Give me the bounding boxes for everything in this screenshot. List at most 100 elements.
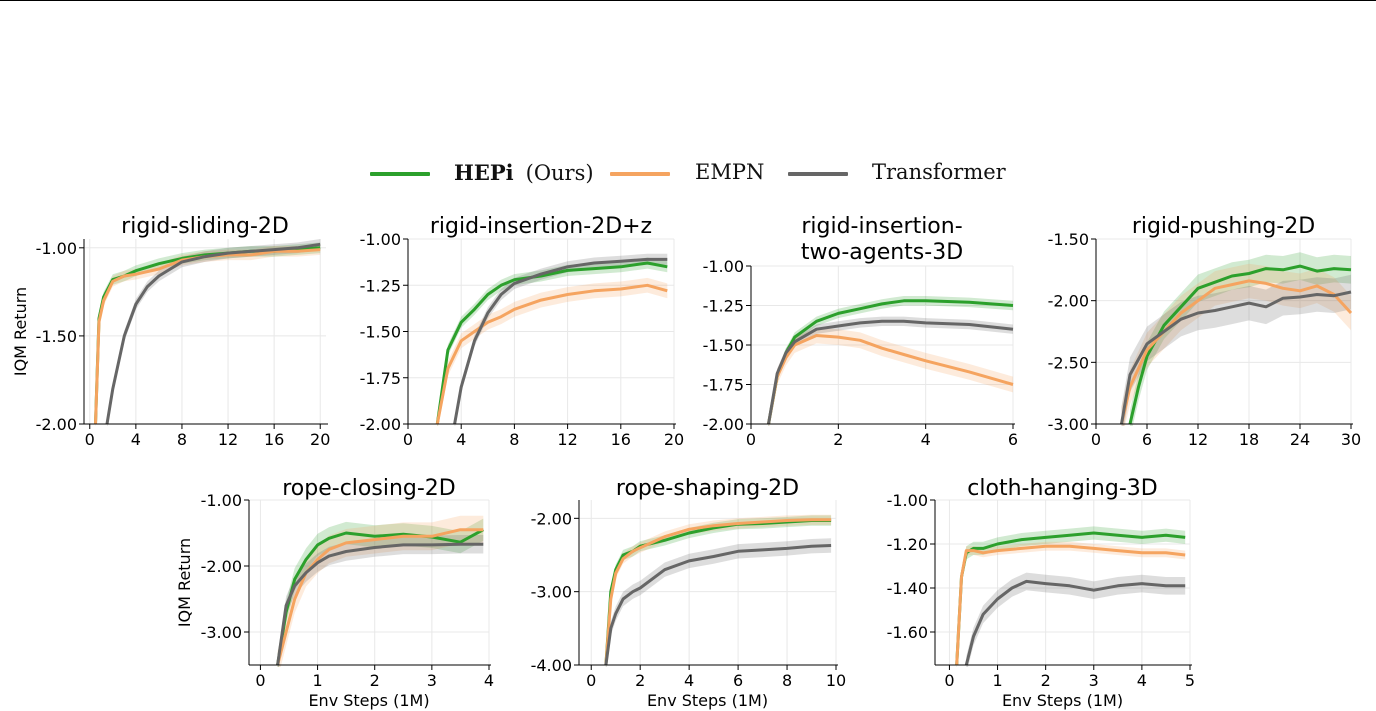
line-transformer [1120, 290, 1352, 425]
band-hepi [956, 526, 1186, 667]
legend: HEPi (Ours) EMPN Transformer [0, 152, 1376, 196]
y-tick-label: -1.25 [703, 297, 744, 316]
y-tick-label: -1.00 [703, 257, 744, 276]
panel-0: 0 4 8 12 16 20 -2.00 -1.50 -1.00 rigid-sliding-2D… [11, 214, 330, 449]
x-tick-label: 4 [484, 671, 494, 690]
y-tick-label: -1.00 [36, 239, 77, 258]
y-tick-label: -1.75 [360, 369, 401, 388]
x-tick-label: 10 [826, 671, 846, 690]
legend-swatch-transformer [788, 172, 848, 176]
panel-2: 0 2 4 6 -2.00 -1.75 -1.50 -1.25 -1.00 rigid-inser… [703, 214, 1019, 449]
x-tick-label: 4 [456, 430, 466, 449]
y-tick-label: -3.00 [201, 623, 242, 642]
line-transformer [453, 257, 668, 425]
x-tick-label: 24 [1290, 430, 1310, 449]
x-tick-label: 8 [509, 430, 519, 449]
band-transformer [1121, 274, 1351, 426]
x-tick-label: 2 [1041, 671, 1051, 690]
x-tick-label: 6 [733, 671, 743, 690]
x-axis-label: Env Steps (1M) [647, 691, 768, 710]
legend-swatch-empn [610, 172, 670, 176]
y-tick-label: -1.20 [887, 535, 928, 554]
band-hepi [768, 296, 1013, 426]
y-tick-label: -4.00 [531, 656, 572, 675]
band-empn [956, 541, 1186, 667]
x-tick-label: 3 [427, 671, 437, 690]
y-tick-label: -1.60 [887, 623, 928, 642]
panel-4: 0 1 2 3 4 -3.00 -2.00 -1.00 rope-closing-2D Env S… [175, 476, 494, 710]
y-tick-label: -1.25 [360, 276, 401, 295]
x-tick-label: 2 [370, 671, 380, 690]
x-tick-label: 0 [1091, 430, 1101, 449]
line-transformer [105, 242, 321, 425]
line-empn [435, 283, 668, 425]
x-tick-label: 12 [218, 430, 238, 449]
legend-label-empn: EMPN [695, 160, 765, 184]
x-tick-label: 20 [310, 430, 330, 449]
x-tick-label: 2 [833, 430, 843, 449]
y-tick-label: -2.00 [36, 415, 77, 434]
y-axis-label: IQM Return [175, 538, 194, 627]
x-axis-label: Env Steps (1M) [308, 691, 429, 710]
line-empn [276, 528, 484, 666]
x-tick-label: 4 [131, 430, 141, 449]
x-tick-label: 0 [586, 671, 596, 690]
series-group [604, 514, 832, 667]
x-tick-label: 1 [312, 671, 322, 690]
y-tick-label: -3.00 [1048, 415, 1089, 434]
y-tick-label: -3.00 [531, 583, 572, 602]
x-tick-label: 4 [684, 671, 694, 690]
x-tick-label: 1 [992, 671, 1002, 690]
series-group [435, 253, 668, 426]
band-hepi [277, 518, 484, 667]
series-group [276, 515, 485, 667]
band-empn [437, 277, 668, 426]
y-tick-label: -1.00 [887, 491, 928, 510]
x-tick-label: 8 [177, 430, 187, 449]
panel-1: 0 4 8 12 16 20 -2.00 -1.75 -1.50 -1.25 -1.00 rigid-… [360, 214, 685, 449]
band-empn [1121, 263, 1351, 426]
legend-label-hepi-suffix: (Ours) [525, 161, 594, 185]
series-group [955, 526, 1186, 667]
band-empn [768, 327, 1013, 426]
panel-title: two-agents-3D [801, 240, 963, 265]
x-tick-label: 0 [746, 430, 756, 449]
line-transformer [276, 542, 484, 666]
x-axis-label: Env Steps (1M) [1002, 691, 1123, 710]
y-tick-label: -1.50 [36, 327, 77, 346]
y-tick-label: -1.00 [360, 230, 401, 249]
x-tick-label: 12 [1188, 430, 1208, 449]
panel-5: 0 2 4 6 8 10 -4.00 -3.00 -2.00 rope-shaping-2D Env… [531, 476, 847, 710]
x-tick-label: 30 [1341, 430, 1361, 449]
panel-title: rope-shaping-2D [616, 476, 799, 501]
x-tick-label: 16 [611, 430, 631, 449]
x-tick-label: 2 [635, 671, 645, 690]
y-tick-label: -1.75 [703, 376, 744, 395]
x-tick-label: 6 [1008, 430, 1018, 449]
line-empn [955, 544, 1186, 666]
x-tick-label: 6 [1142, 430, 1152, 449]
panel-title: rope-closing-2D [282, 476, 456, 501]
band-transformer [605, 538, 832, 667]
x-tick-label: 0 [403, 430, 413, 449]
y-tick-label: -2.00 [1048, 292, 1089, 311]
series-group [1120, 252, 1353, 426]
y-tick-label: -1.50 [360, 323, 401, 342]
band-empn [277, 515, 484, 667]
y-tick-label: -1.50 [1048, 230, 1089, 249]
y-tick-label: -2.00 [360, 415, 401, 434]
band-hepi [1130, 252, 1351, 426]
band-transformer [966, 572, 1186, 667]
x-tick-label: 0 [255, 671, 265, 690]
y-tick-label: -1.00 [201, 491, 242, 510]
x-tick-label: 4 [1137, 671, 1147, 690]
panel-6: 0 1 2 3 4 5 -1.60 -1.40 -1.20 -1.00 cloth-hanging-… [887, 476, 1196, 710]
x-tick-label: 16 [264, 430, 284, 449]
legend-label-transformer: Transformer [872, 160, 1006, 184]
line-transformer [767, 319, 1014, 425]
y-tick-label: -1.40 [887, 579, 928, 598]
line-hepi [276, 528, 485, 666]
panel-title: rigid-sliding-2D [121, 214, 289, 239]
x-tick-label: 18 [1239, 430, 1259, 449]
y-tick-label: -2.00 [703, 415, 744, 434]
